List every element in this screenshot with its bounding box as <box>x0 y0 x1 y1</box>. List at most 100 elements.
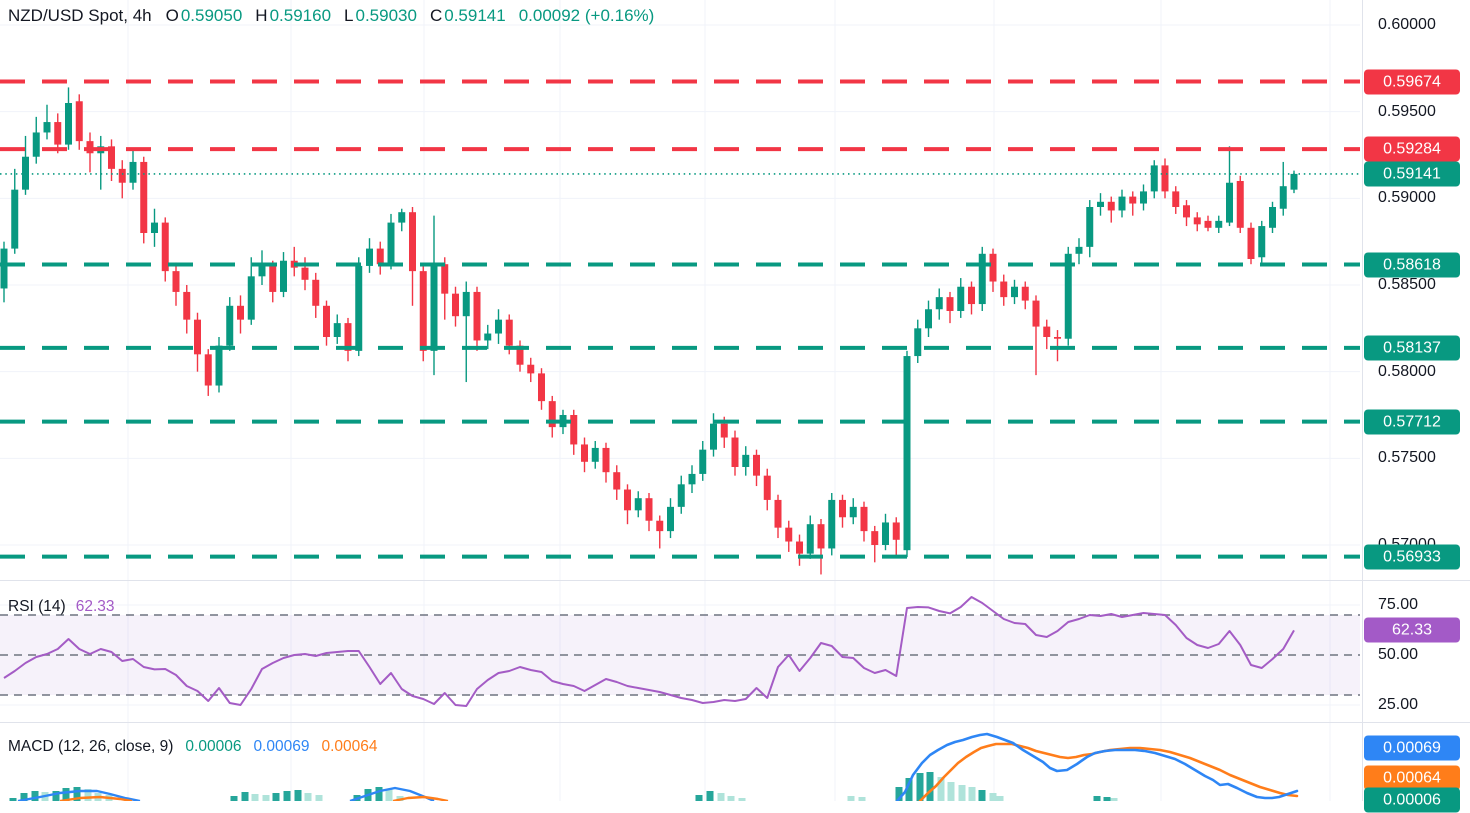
candle-body <box>581 444 588 462</box>
macd-histogram-bar <box>241 792 249 801</box>
candle-body <box>914 328 922 357</box>
candle-body <box>1129 196 1137 204</box>
candle-body <box>516 345 524 365</box>
macd-histogram-bar <box>706 791 714 801</box>
pane-separator-rsi-macd[interactable] <box>0 722 1470 723</box>
rsi-legend[interactable]: RSI (14) 62.33 <box>8 598 115 616</box>
price-axis[interactable]: 0.60000 0.59500 0.59000 0.58500 0.58000 0.575… <box>1362 0 1470 813</box>
macd-histogram-bar <box>895 787 903 801</box>
candle-body <box>763 475 771 500</box>
price-axis-label: 0.59500 <box>1378 102 1436 120</box>
candle-body <box>1290 173 1298 190</box>
macd-legend[interactable]: MACD (12, 26, close, 9) 0.00006 0.00069 … <box>8 738 378 756</box>
macd-histogram-bar <box>73 787 81 801</box>
macd-indicator-name: MACD (12, 26, close, 9) <box>8 738 174 755</box>
macd-histogram-bar <box>294 790 302 801</box>
candle-body <box>1011 286 1018 298</box>
candle-body <box>710 423 717 450</box>
candle-body <box>828 499 836 549</box>
candle-body <box>774 499 782 528</box>
macd-stub-line <box>17 789 141 801</box>
price-axis-label: 0.57500 <box>1378 449 1436 467</box>
candle-body <box>355 265 363 351</box>
candle-body <box>1247 227 1255 259</box>
candle-body <box>656 520 664 532</box>
price-badge: 0.58618 <box>1364 252 1460 278</box>
candle-body <box>215 345 223 386</box>
candle-body <box>634 498 642 511</box>
macd-histogram-bar <box>717 793 725 801</box>
macd-signal-value: 0.00064 <box>321 738 378 755</box>
candle-body <box>1107 201 1115 211</box>
candle-body <box>806 524 814 554</box>
candle-body <box>32 132 40 157</box>
macd-badge: 0.00064 <box>1364 765 1460 791</box>
macd-histogram-bar <box>84 789 92 801</box>
macd-histogram-bar <box>1110 798 1118 801</box>
candle-body <box>1204 220 1212 228</box>
candle-body <box>183 291 191 320</box>
candle-body <box>731 437 739 467</box>
price-axis-border <box>1362 0 1363 801</box>
macd-histogram-bar <box>52 791 60 801</box>
pane-separator-price-rsi[interactable] <box>0 580 1470 581</box>
macd-histogram-bar <box>738 798 746 801</box>
candle-body <box>333 323 341 337</box>
price-axis-label: 0.58000 <box>1378 362 1436 380</box>
candle-body <box>376 248 384 265</box>
rsi-badge: 62.33 <box>1364 617 1460 643</box>
candle-body <box>484 333 492 341</box>
candle-body <box>667 506 674 532</box>
candle-body <box>871 531 879 545</box>
candle-body <box>570 414 578 445</box>
macd-histogram-bar <box>31 791 39 801</box>
symbol-title: NZD/USD Spot, 4h <box>8 6 152 25</box>
symbol-legend[interactable]: NZD/USD Spot, 4h O 0.59050 H 0.59160 L 0.59… <box>8 5 654 27</box>
candle-body <box>75 101 83 142</box>
candle-body <box>602 447 610 473</box>
price-badge: 0.59284 <box>1364 136 1460 162</box>
macd-histogram-bar <box>937 777 945 801</box>
candle-body <box>688 473 696 485</box>
candle-body <box>1172 191 1180 207</box>
macd-histogram-bar <box>20 793 28 801</box>
candle-body <box>785 527 793 542</box>
candle-body <box>140 161 148 233</box>
macd-signal-line <box>918 742 1299 801</box>
candle-body <box>1215 220 1223 228</box>
price-axis-label: 0.59000 <box>1378 189 1436 207</box>
macd-histogram-bar <box>9 798 17 801</box>
candle-body <box>108 146 115 169</box>
candle-body <box>398 212 406 223</box>
candle-body <box>1118 196 1126 211</box>
candle-body <box>1075 246 1083 254</box>
price-badge: 0.59141 <box>1364 161 1460 187</box>
macd-histogram-bar <box>947 782 955 801</box>
candle-body <box>419 271 427 351</box>
candle-body <box>194 319 201 355</box>
candle-body <box>1236 180 1244 228</box>
macd-histogram-bar <box>968 787 976 801</box>
candle-body <box>989 253 997 282</box>
ohlc-open: O 0.59050 <box>165 6 243 25</box>
candle-body <box>441 264 449 294</box>
candle-body <box>505 319 513 346</box>
macd-badge: 0.00006 <box>1364 787 1460 813</box>
candle-body <box>957 286 965 311</box>
price-badge: 0.56933 <box>1364 544 1460 570</box>
candle-body <box>978 253 986 305</box>
candle-body <box>613 472 621 490</box>
candle-body <box>301 267 309 280</box>
candle-body <box>247 276 255 320</box>
macd-stub-line <box>392 795 449 801</box>
candle-body <box>387 222 395 265</box>
candle-body <box>161 222 169 272</box>
candle-body <box>151 222 158 233</box>
candle-body <box>699 449 707 474</box>
candle-body <box>1193 217 1201 225</box>
price-badge: 0.57712 <box>1364 409 1460 435</box>
macd-histogram-bar <box>283 791 291 801</box>
ohlc-low: L 0.59030 <box>344 6 417 25</box>
candle-body <box>237 305 244 320</box>
